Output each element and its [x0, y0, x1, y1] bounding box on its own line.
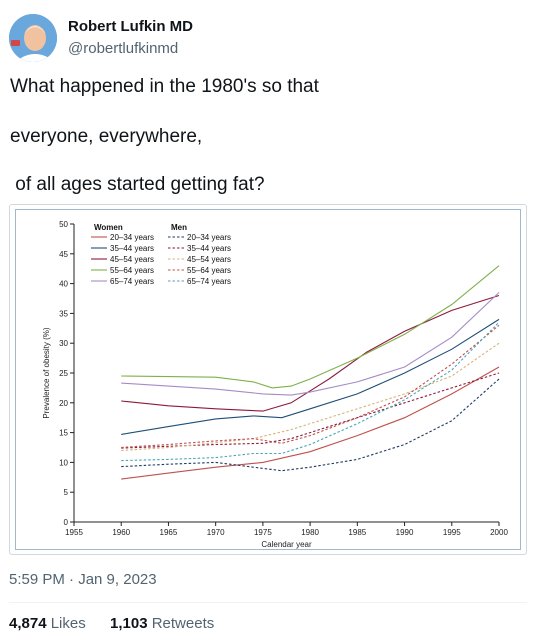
y-tick-label: 25	[59, 369, 68, 378]
chart-frame: 0 5 10 15 20 25 30 35 40 45 50 1955 1960 1965 1970 1975…	[15, 209, 521, 550]
likes-label: Likes	[50, 615, 86, 632]
avatar-portrait-icon	[9, 14, 57, 62]
y-tick-label: 40	[59, 280, 68, 289]
x-axis-label: Calendar year	[261, 540, 312, 549]
x-tick-label: 1965	[160, 528, 178, 537]
y-tick-label: 0	[64, 518, 69, 527]
author-name[interactable]: Robert Lufkin MD	[68, 18, 193, 35]
retweets-label: Retweets	[151, 615, 215, 632]
y-tick-label: 35	[59, 309, 68, 318]
divider	[9, 602, 527, 603]
tweet-text-line-3: of all ages started getting fat?	[10, 174, 265, 195]
tweet-text-line-2: everyone, everywhere,	[10, 126, 203, 147]
legend-label-men-2: 45–54 years	[187, 255, 231, 264]
legend-title-women: Women	[94, 223, 123, 232]
legend-label-men-3: 55–64 years	[187, 266, 231, 275]
series-line-men-3	[121, 324, 500, 449]
y-axis-label: Prevalence of obesity (%)	[42, 327, 51, 418]
y-tick-label: 20	[59, 399, 68, 408]
x-tick-label: 1995	[443, 528, 461, 537]
y-tick-label: 30	[59, 339, 68, 348]
likes-count: 4,874	[9, 615, 47, 632]
avatar[interactable]	[9, 14, 57, 62]
series-line-men-2	[121, 342, 500, 452]
series-line-women-4	[121, 292, 500, 396]
tweet-timestamp[interactable]: 5:59 PM · Jan 9, 2023	[9, 571, 157, 588]
legend-label-women-0: 20–34 years	[110, 233, 154, 242]
retweets-stat[interactable]: 1,103 Retweets	[110, 615, 214, 632]
legend-label-men-4: 65–74 years	[187, 277, 231, 286]
y-tick-label: 15	[59, 429, 68, 438]
series-line-men-4	[121, 321, 500, 462]
x-tick-label: 2000	[490, 528, 508, 537]
tweet-media[interactable]: 0 5 10 15 20 25 30 35 40 45 50 1955 1960 1965 1970 1975…	[9, 204, 527, 555]
legend-title-men: Men	[171, 223, 187, 232]
y-tick-label: 5	[64, 488, 69, 497]
legend-label-women-2: 45–54 years	[110, 255, 154, 264]
tweet-text-line-1: What happened in the 1980's so that	[10, 76, 319, 97]
x-tick-label: 1990	[396, 528, 414, 537]
likes-stat[interactable]: 4,874 Likes	[9, 615, 86, 632]
author-handle[interactable]: @robertlufkinmd	[68, 40, 179, 57]
x-tick-label: 1975	[254, 528, 272, 537]
y-tick-label: 10	[59, 458, 68, 467]
legend-label-men-1: 35–44 years	[187, 244, 231, 253]
retweets-count: 1,103	[110, 615, 148, 632]
series-line-women-1	[121, 318, 500, 435]
legend-label-women-1: 35–44 years	[110, 244, 154, 253]
x-tick-label: 1985	[348, 528, 366, 537]
legend-label-women-3: 55–64 years	[110, 266, 154, 275]
y-tick-label: 45	[59, 250, 68, 259]
y-tick-label: 50	[59, 220, 68, 229]
series-line-women-0	[121, 366, 500, 480]
series-line-women-3	[121, 265, 500, 389]
legend-label-men-0: 20–34 years	[187, 233, 231, 242]
x-tick-label: 1960	[112, 528, 130, 537]
obesity-line-chart: 0 5 10 15 20 25 30 35 40 45 50 1955 1960 1965 1970 1975…	[42, 220, 508, 549]
series-line-women-2	[121, 294, 500, 412]
x-tick-label: 1955	[65, 528, 83, 537]
series-line-men-1	[121, 372, 500, 449]
legend-label-women-4: 65–74 years	[110, 277, 154, 286]
x-tick-label: 1980	[301, 528, 319, 537]
x-tick-label: 1970	[207, 528, 225, 537]
